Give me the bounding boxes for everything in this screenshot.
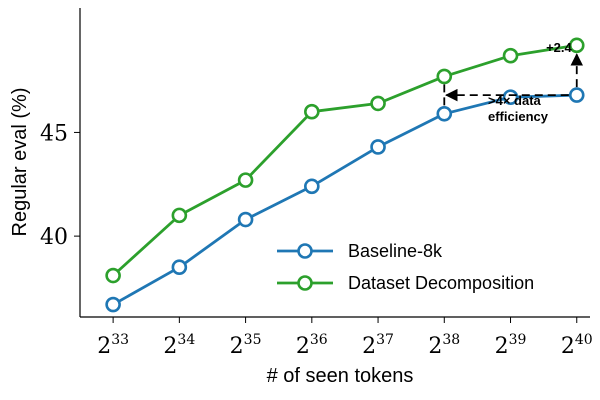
data-point-baseline-8k xyxy=(237,211,254,228)
y-tick-label: 45 xyxy=(40,121,68,146)
gain-label: +2.4 xyxy=(546,40,572,55)
data-point-dataset-decomposition xyxy=(171,207,188,224)
series-line-baseline-8k xyxy=(111,93,579,307)
data-point-dataset-decomposition xyxy=(304,103,320,120)
data-point-dataset-decomposition xyxy=(568,37,585,54)
x-axis-title: # of seen tokens xyxy=(267,365,414,387)
legend: Baseline-8k Dataset Decomposition xyxy=(277,241,534,293)
x-tick-label: 240 xyxy=(561,332,593,359)
data-point-dataset-decomposition xyxy=(436,68,453,85)
data-point-dataset-decomposition xyxy=(105,267,121,284)
data-point-baseline-8k xyxy=(304,178,320,195)
legend-item-dataset-decomposition: Dataset Decomposition xyxy=(277,273,534,293)
axes xyxy=(79,8,590,318)
x-tick-label: 236 xyxy=(296,332,328,359)
x-tick-label: 237 xyxy=(362,332,394,359)
series-layer xyxy=(105,37,585,313)
x-ticks: 233 234 235 236 237 238 239 240 xyxy=(97,317,593,359)
data-point-dataset-decomposition xyxy=(370,95,386,112)
x-tick-label: 233 xyxy=(97,332,129,359)
x-tick-label: 235 xyxy=(230,332,262,359)
series-line-dataset-decomposition xyxy=(111,43,579,277)
legend-label: Baseline-8k xyxy=(348,241,443,261)
x-tick-label: 234 xyxy=(163,332,195,359)
legend-label: Dataset Decomposition xyxy=(348,273,534,293)
data-point-dataset-decomposition xyxy=(502,47,519,64)
x-tick-label: 239 xyxy=(495,332,527,359)
data-point-dataset-decomposition xyxy=(237,172,254,188)
series-baseline-8k xyxy=(105,87,585,313)
annotation-layer: +2.4 >4× data efficiency xyxy=(443,40,584,124)
data-point-baseline-8k xyxy=(436,105,453,122)
efficiency-label-line-2: efficiency xyxy=(488,109,549,124)
y-ticks: 40 45 xyxy=(40,121,80,250)
efficiency-label-line-1: >4× data xyxy=(488,93,542,108)
data-point-baseline-8k xyxy=(105,296,121,313)
legend-item-baseline-8k: Baseline-8k xyxy=(277,241,443,261)
x-tick-label: 238 xyxy=(428,332,460,359)
data-point-baseline-8k xyxy=(370,139,386,155)
series-dataset-decomposition xyxy=(105,37,585,284)
data-point-baseline-8k xyxy=(502,89,519,105)
y-axis-title: Regular eval (%) xyxy=(9,88,31,237)
y-tick-label: 40 xyxy=(40,225,68,250)
legend-swatch-marker xyxy=(297,243,313,259)
data-point-baseline-8k xyxy=(568,87,585,103)
data-point-baseline-8k xyxy=(171,259,188,276)
legend-swatch-marker xyxy=(297,275,313,291)
